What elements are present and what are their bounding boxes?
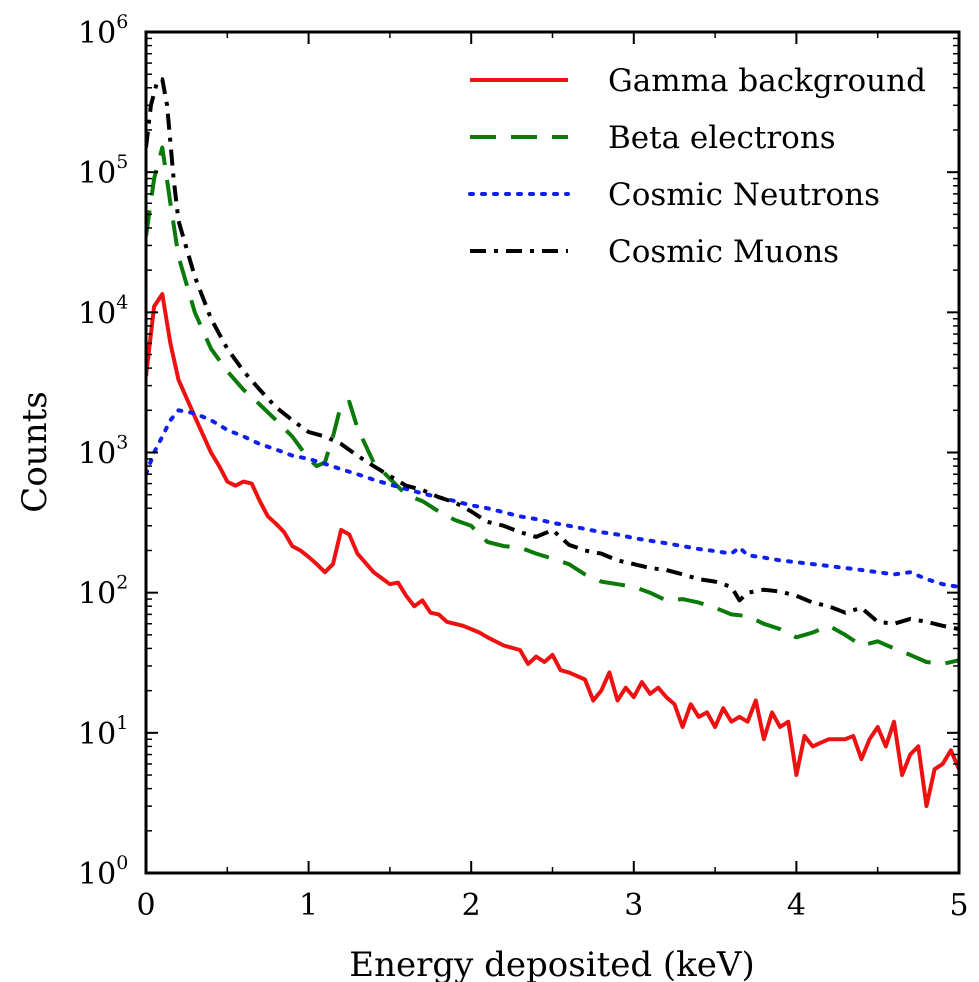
series-line-4 <box>146 77 959 632</box>
x-tick-labels: 0 1 2 3 4 5 <box>136 888 968 923</box>
legend: Gamma background Beta electrons Cosmic Neu… <box>468 63 926 270</box>
series-line-1 <box>146 292 959 809</box>
x-tick-label-5: 5 <box>949 888 968 923</box>
y-tick-label-1: 101 <box>78 712 128 752</box>
y-axis-title: Counts <box>15 391 55 512</box>
legend-label-3: Cosmic Neutrons <box>608 177 880 213</box>
y-tick-label-6: 106 <box>78 11 128 51</box>
x-tick-label-0: 0 <box>136 888 155 923</box>
series-line-3 <box>146 408 959 589</box>
y-tick-label-4: 104 <box>78 291 128 331</box>
y-tick-label-0: 100 <box>78 852 128 892</box>
x-tick-label-1: 1 <box>299 888 318 923</box>
series-line-2 <box>146 145 959 666</box>
x-tick-label-4: 4 <box>787 888 806 923</box>
legend-label-1: Gamma background <box>608 63 926 99</box>
series-layer <box>146 77 959 809</box>
x-tick-label-2: 2 <box>462 888 481 923</box>
x-axis-title: Energy deposited (keV) <box>349 945 754 982</box>
legend-label-2: Beta electrons <box>608 120 836 156</box>
x-tick-label-3: 3 <box>624 888 643 923</box>
y-tick-label-2: 102 <box>78 572 128 612</box>
y-tick-label-3: 103 <box>78 432 128 472</box>
ticks-layer <box>145 31 960 874</box>
y-tick-labels: 100 101 102 103 104 105 106 <box>78 11 128 892</box>
legend-label-4: Cosmic Muons <box>608 234 839 270</box>
y-tick-label-5: 105 <box>78 151 128 191</box>
plot-background <box>146 32 959 873</box>
